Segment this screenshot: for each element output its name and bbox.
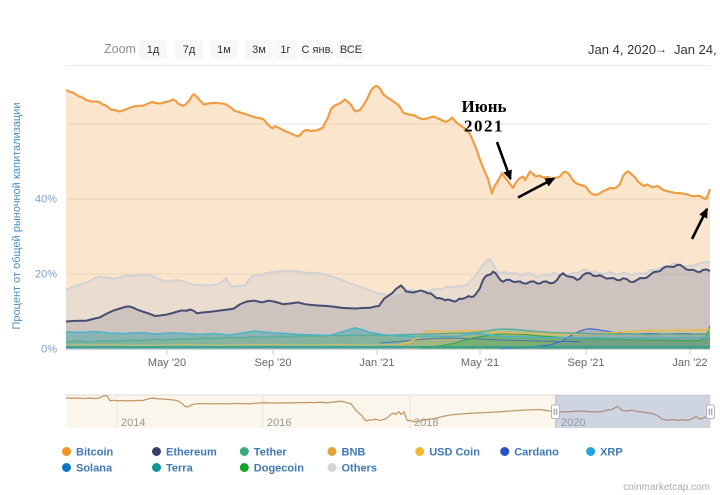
svg-text:40%: 40% (35, 194, 57, 206)
svg-text:BNB: BNB (342, 447, 366, 459)
svg-text:Bitcoin: Bitcoin (76, 447, 114, 459)
svg-text:USD Coin: USD Coin (429, 447, 480, 459)
svg-text:2021: 2021 (464, 117, 504, 136)
svg-text:1г: 1г (280, 44, 290, 56)
svg-text:С янв.: С янв. (302, 44, 334, 56)
svg-text:Ethereum: Ethereum (166, 447, 217, 459)
svg-text:Zoom: Zoom (104, 42, 136, 56)
svg-text:2016: 2016 (267, 417, 291, 429)
svg-text:20%: 20% (35, 269, 57, 281)
svg-text:1м: 1м (217, 44, 231, 56)
svg-text:coinmarketcap.com: coinmarketcap.com (623, 482, 710, 493)
svg-text:2014: 2014 (121, 417, 145, 429)
svg-text:Процент от общей рыночной капи: Процент от общей рыночной капитализации (11, 103, 23, 330)
svg-text:7д: 7д (183, 44, 196, 56)
svg-text:Cardano: Cardano (514, 447, 559, 459)
svg-text:Sep '21: Sep '21 (568, 357, 605, 369)
svg-text:Tether: Tether (254, 447, 288, 459)
svg-text:Others: Others (342, 463, 377, 475)
svg-text:Jan '21: Jan '21 (359, 357, 394, 369)
svg-text:0%: 0% (41, 344, 57, 356)
svg-text:1д: 1д (147, 44, 160, 56)
svg-text:May '20: May '20 (148, 357, 186, 369)
svg-text:Dogecoin: Dogecoin (254, 463, 304, 475)
svg-text:ВСЕ: ВСЕ (340, 44, 362, 56)
svg-text:Jan 4, 2020: Jan 4, 2020 (588, 42, 656, 57)
svg-text:Июнь: Июнь (462, 97, 507, 116)
svg-text:3м: 3м (252, 44, 266, 56)
svg-text:Sep '20: Sep '20 (255, 357, 292, 369)
svg-text:2018: 2018 (414, 417, 438, 429)
svg-text:Jan '22: Jan '22 (672, 357, 707, 369)
svg-text:2020: 2020 (561, 417, 585, 429)
svg-text:May '21: May '21 (461, 357, 499, 369)
svg-text:Terra: Terra (166, 463, 194, 475)
svg-text:Solana: Solana (76, 463, 113, 475)
svg-text:Jan 24, 20: Jan 24, 20 (674, 42, 720, 57)
svg-text:XRP: XRP (600, 447, 623, 459)
svg-text:→: → (655, 42, 667, 56)
